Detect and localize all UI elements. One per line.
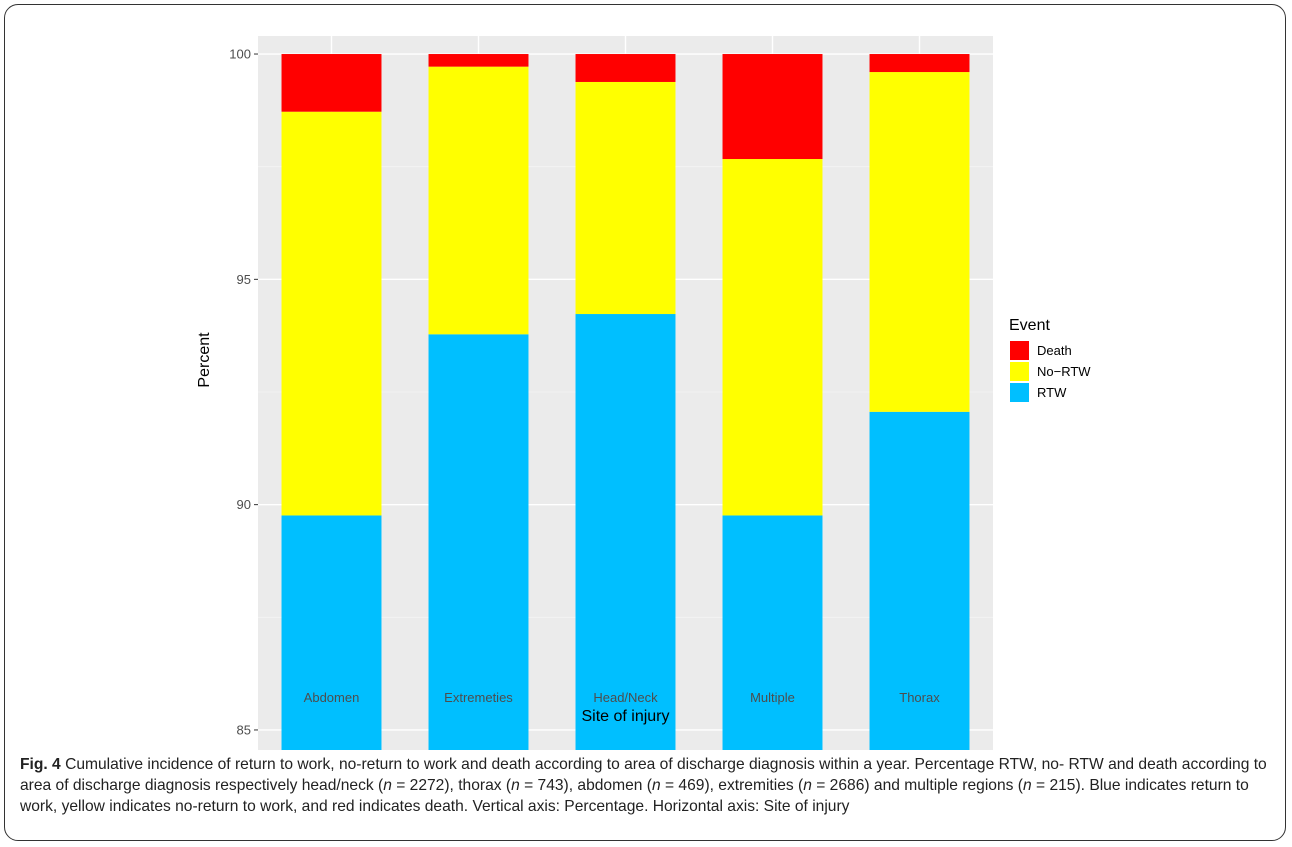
bar-segment-death-abdomen [281,54,382,112]
caption-n-3: n [651,777,661,794]
bar-segment-rtw-multiple [722,515,823,750]
bar-segment-rtw-thorax [869,411,970,750]
x-tick-label: Thorax [899,690,940,705]
x-tick-label: Extremeties [444,690,513,705]
caption-text-2: = 2272), thorax ( [391,777,512,794]
bar-segment-no-rtw-abdomen [281,111,382,516]
legend-label: Death [1037,343,1072,358]
caption-n-1: n [383,777,392,794]
legend-title: Event [1009,317,1050,334]
figure-frame [4,4,1286,841]
legend-swatch [1010,341,1029,360]
bar-segment-rtw-abdomen [281,515,382,750]
caption-text-6: = 215). Blue indicates return to work, y… [20,777,1249,815]
caption-n-5: n [1022,777,1032,794]
bar-segment-death-head-neck [575,54,676,82]
y-tick-label: 90 [237,497,251,512]
y-tick-label: 85 [237,722,251,737]
bar-segment-death-extremeties [428,54,529,67]
bar-segment-no-rtw-extremeties [428,66,529,335]
caption-text-3: = 743), abdomen ( [519,777,652,794]
caption-n-4: n [803,777,812,794]
y-tick-label: 100 [229,47,251,62]
x-tick-label: Multiple [750,690,795,705]
caption-text-4: = 469), extremities ( [660,777,804,794]
y-axis-title: Percent [196,332,213,388]
bar-segment-no-rtw-thorax [869,72,970,412]
x-tick-label: Abdomen [304,690,360,705]
caption-n-2: n [511,777,520,794]
legend-label: No−RTW [1037,364,1091,379]
x-tick-label: Head/Neck [593,690,658,705]
bar-segment-no-rtw-multiple [722,159,823,516]
bar-segment-rtw-extremeties [428,334,529,750]
stacked-bar-chart: 85 90 95 100 Abdomen Extremeties Head/Neck Mult… [196,36,1091,750]
bar-segment-no-rtw-head-neck [575,81,676,315]
bars-group [281,54,970,750]
figure-caption: Fig. 4 Cumulative incidence of return to… [20,754,1275,817]
legend-label: RTW [1037,385,1067,400]
legend-swatch [1010,362,1029,381]
caption-text-1: Cumulative incidence of return to work, … [20,756,1267,794]
bar-segment-death-multiple [722,54,823,160]
x-axis-title: Site of injury [581,708,669,725]
y-tick-label: 95 [237,272,251,287]
legend-swatch [1010,383,1029,402]
caption-text-5: = 2686) and multiple regions ( [811,777,1023,794]
figure-label: Fig. 4 [20,756,61,773]
bar-segment-death-thorax [869,54,970,73]
bar-segment-rtw-head-neck [575,314,676,750]
